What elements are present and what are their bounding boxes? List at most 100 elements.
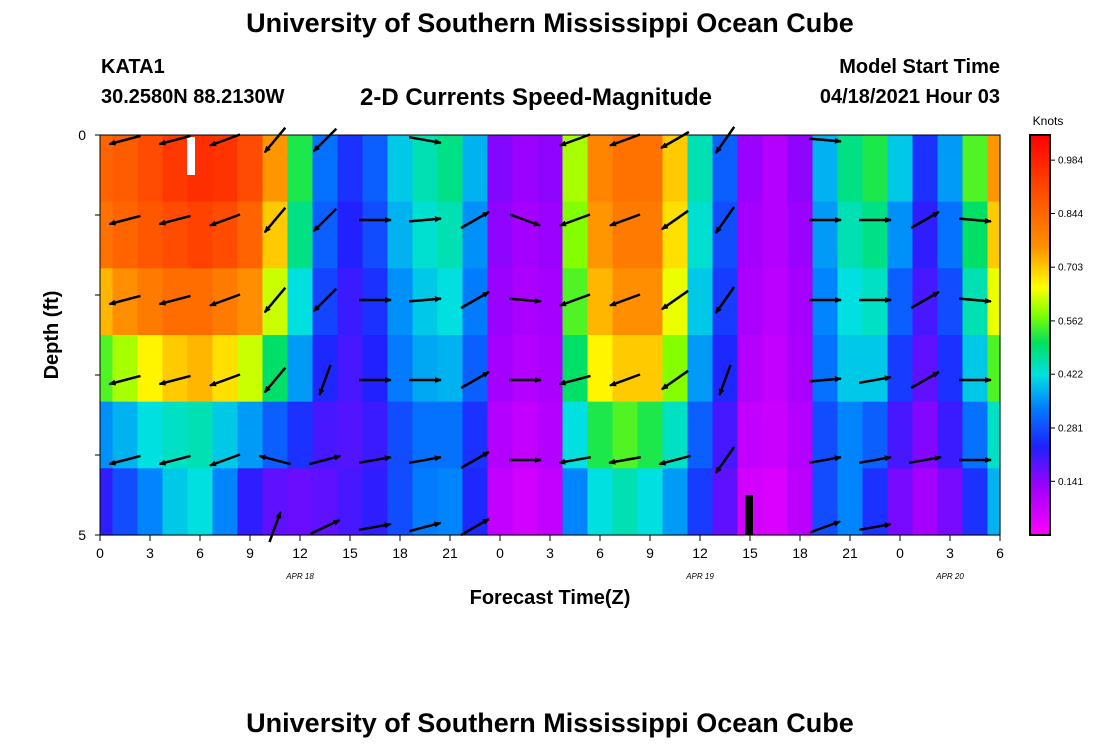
heatmap-cell [162, 335, 189, 403]
heatmap-cell [412, 335, 439, 403]
heatmap-cell [312, 268, 339, 336]
heatmap-cell [587, 335, 614, 403]
current-vector [108, 454, 141, 466]
heatmap-cell [962, 201, 989, 269]
heatmap-cell [237, 468, 264, 536]
heatmap-cell [237, 268, 264, 336]
current-vector [108, 374, 141, 386]
heatmap-cell [912, 201, 939, 269]
x-tick-label: 15 [742, 545, 758, 561]
heatmap-cell [362, 201, 389, 269]
current-vector [718, 364, 732, 396]
heatmap-cell [637, 468, 664, 536]
heatmap-cell [112, 468, 139, 536]
current-vector [808, 376, 842, 383]
current-vector [158, 214, 191, 226]
heatmap-cell [987, 468, 1001, 536]
heatmap-cell [512, 401, 539, 469]
current-vector [158, 294, 191, 306]
date-label: APR 18 [285, 572, 314, 581]
heatmap-cell [212, 135, 239, 203]
heatmap-cell [712, 268, 739, 336]
heatmap-cell [112, 135, 139, 203]
heatmap-cell [687, 468, 714, 536]
heatmap-cell [212, 201, 239, 269]
heatmap-cell [187, 468, 214, 536]
x-tick-label: 3 [146, 545, 154, 561]
heatmap-cell [887, 401, 914, 469]
heatmap-cell [712, 135, 739, 203]
heatmap-cell [262, 268, 289, 336]
heatmap-cell [137, 468, 164, 536]
x-tick-label: 0 [496, 545, 504, 561]
heatmap-cell [487, 335, 514, 403]
heatmap-cell [587, 468, 614, 536]
current-vector [263, 286, 287, 314]
heatmap-cell [787, 268, 814, 336]
x-tick-label: 12 [692, 545, 708, 561]
x-tick-label: 6 [996, 545, 1004, 561]
heatmap-cell [862, 335, 889, 403]
heatmap-cell [137, 268, 164, 336]
heatmap-cell [462, 135, 489, 203]
heatmap-cell [762, 335, 789, 403]
heatmap-cell [387, 468, 414, 536]
heatmap-cell [512, 135, 539, 203]
heatmap-cell [887, 468, 914, 536]
y-tick-label: 5 [78, 527, 86, 543]
x-tick-label: 9 [246, 545, 254, 561]
heatmap-cell [437, 268, 464, 336]
heatmap-cell [787, 335, 814, 403]
heatmap-cell [887, 135, 914, 203]
colorbar-gradient [1029, 134, 1051, 536]
heatmap-cell [687, 335, 714, 403]
heatmap-cell [537, 135, 564, 203]
heatmap-cell [837, 268, 864, 336]
heatmap-cell [137, 401, 164, 469]
current-vectors [108, 126, 992, 543]
heatmap-cell [287, 268, 314, 336]
heatmap-cell [712, 201, 739, 269]
heatmap-cell [337, 401, 364, 469]
heatmap-cell [437, 201, 464, 269]
current-vector [209, 293, 241, 307]
page-title: University of Southern Mississippi Ocean… [246, 8, 854, 38]
colorbar-tick-label: 0.984 [1058, 156, 1083, 167]
heatmap-cell [237, 135, 264, 203]
colorbar-tick-label: 0.141 [1058, 477, 1083, 488]
current-vector [609, 133, 641, 147]
heatmap-cell [637, 401, 664, 469]
current-vector [808, 137, 842, 144]
heatmap-cell [437, 335, 464, 403]
heatmap-cell [737, 268, 764, 336]
heatmap-cell [100, 468, 114, 536]
heatmap-cell [562, 468, 589, 536]
current-vector [460, 450, 490, 470]
heatmap-cell [162, 135, 189, 203]
current-vector [609, 293, 641, 307]
current-vector [508, 297, 542, 304]
heatmap-cell [612, 201, 639, 269]
heatmap-cell [837, 135, 864, 203]
heatmap-cell [937, 468, 964, 536]
heatmap-cell [887, 268, 914, 336]
heatmap-cell [212, 335, 239, 403]
heatmap-cell [837, 201, 864, 269]
heatmap-cell [687, 268, 714, 336]
heatmap-cell [512, 201, 539, 269]
heatmap-cell [962, 335, 989, 403]
heatmap-cell [387, 135, 414, 203]
heatmap-cell [512, 468, 539, 536]
heatmap-cell [762, 135, 789, 203]
heatmap-cell [787, 201, 814, 269]
heatmap-cell [737, 201, 764, 269]
current-vector [958, 217, 992, 224]
heatmap-cell [537, 468, 564, 536]
x-tick-label: 0 [96, 545, 104, 561]
heatmap-cell [662, 268, 689, 336]
current-vector [714, 206, 736, 234]
x-tick-label: 21 [442, 545, 458, 561]
current-vector [809, 520, 841, 534]
heatmap-cell [812, 201, 839, 269]
colorbar-tick-label: 0.703 [1058, 263, 1083, 274]
